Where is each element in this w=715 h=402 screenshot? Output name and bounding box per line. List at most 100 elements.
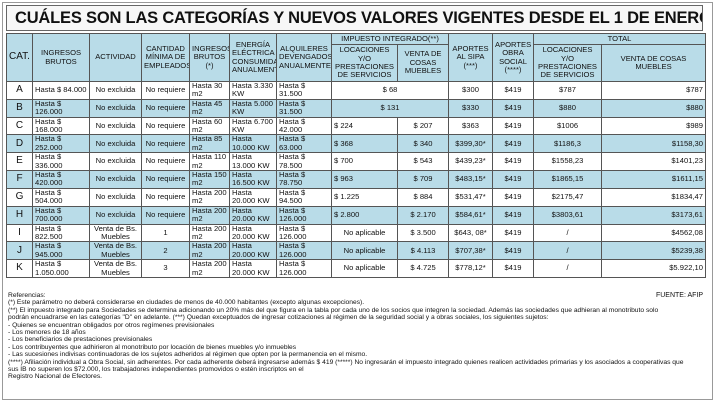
cell-ingresos: Hasta $ 336.000 [32, 152, 90, 172]
cell-sipa: $584,61* [448, 205, 493, 225]
cell-empleados: No requiere [141, 81, 190, 100]
cell-alquileres: Hasta $ 78.750 [276, 170, 332, 189]
table-row: K Hasta $ 1.050.000 Venta de Bs. Muebles… [6, 259, 706, 278]
cell-obra: $419 [492, 241, 534, 261]
cell-obra: $419 [492, 259, 534, 278]
cell-m2: Hasta 30 m2 [189, 81, 230, 100]
cell-ingresos: Hasta $ 504.000 [32, 187, 90, 207]
cell-energia: Hasta 10.000 KW [229, 134, 277, 154]
cell-alquileres: Hasta $ 126.000 [276, 241, 332, 261]
cell-m2: Hasta 60 m2 [189, 116, 230, 136]
cell-ingresos: Hasta $ 126.000 [32, 98, 90, 118]
cell-alquileres: Hasta $ 126.000 [276, 205, 332, 225]
cell-actividad: No excluida [89, 134, 142, 154]
header-empleados: CANTIDAD MÍNIMA DE EMPLEADOS [141, 33, 190, 82]
cell-total-venta: $3173,61 [601, 205, 706, 225]
cell-empleados: No requiere [141, 152, 190, 172]
header-sipa: APORTES AL SIPA (***) [448, 33, 493, 82]
cell-obra: $419 [492, 205, 534, 225]
cell-total-venta: $4562,08 [601, 223, 706, 243]
cell-total-loc: $1558,23 [533, 152, 602, 172]
cell-impuesto-venta: $ 340 [397, 134, 449, 154]
cell-cat: H [6, 205, 33, 225]
cell-empleados: No requiere [141, 205, 190, 225]
cell-actividad: Venta de Bs. Muebles [89, 259, 142, 278]
cell-total-loc: $1186,3 [533, 134, 602, 154]
cell-sipa: $330 [448, 98, 493, 118]
cell-energia: Hasta 20.000 KW [229, 259, 277, 278]
cell-sipa: $778,12* [448, 259, 493, 278]
cell-obra: $419 [492, 98, 534, 118]
cell-actividad: No excluida [89, 187, 142, 207]
cell-impuesto-venta: $ 3.500 [397, 223, 449, 243]
cell-actividad: Venta de Bs. Muebles [89, 241, 142, 261]
cell-m2: Hasta 110 m2 [189, 152, 230, 172]
note-line: (****) Afiliación individual a Obra Soci… [8, 358, 684, 366]
cell-sipa: $483,15* [448, 170, 493, 189]
cell-total-venta: $1158,30 [601, 134, 706, 154]
cell-ingresos: Hasta $ 700.000 [32, 205, 90, 225]
note-line: (*) Este parámetro no deberá considerars… [8, 299, 365, 307]
header-loc-serv: LOCACIONES Y/O PRESTACIONES DE SERVICIOS [331, 44, 398, 82]
cell-energia: Hasta 20.000 KW [229, 187, 277, 207]
cell-alquileres: Hasta $ 31.500 [276, 81, 332, 100]
cell-impuesto-venta: $ 543 [397, 152, 449, 172]
cell-m2: Hasta 200 m2 [189, 259, 230, 278]
cell-energia: Hasta 13.000 KW [229, 152, 277, 172]
cell-impuesto-loc: $ 700 [331, 152, 398, 172]
cell-impuesto-loc: No aplicable [331, 223, 398, 243]
cell-ingresos: Hasta $ 822.500 [32, 223, 90, 243]
cell-m2: Hasta 45 m2 [189, 98, 230, 118]
cell-actividad: No excluida [89, 98, 142, 118]
cell-impuesto-venta: $ 4.725 [397, 259, 449, 278]
note-line: - Los menores de 18 años [8, 329, 86, 337]
cell-sipa: $707,38* [448, 241, 493, 261]
cell-m2: Hasta 85 m2 [189, 134, 230, 154]
table-row: F Hasta $ 420.000 No excluida No requier… [6, 170, 706, 189]
cell-ingresos: Hasta $ 252.000 [32, 134, 90, 154]
cell-energia: Hasta 20.000 KW [229, 241, 277, 261]
cell-obra: $419 [492, 223, 534, 243]
note-line: - Los contribuyentes que adhirieron al m… [8, 343, 297, 351]
cell-cat: D [6, 134, 33, 154]
cell-empleados: 3 [141, 259, 190, 278]
cell-energia: Hasta 20.000 KW [229, 205, 277, 225]
cell-alquileres: Hasta $ 42.000 [276, 116, 332, 136]
header-energia: ENERGÍA ELÉCTRICA CONSUMIDA ANUALMENTE [229, 33, 277, 82]
cell-energia: Hasta 16.500 KW [229, 170, 277, 189]
cell-total-loc: $787 [533, 81, 602, 100]
header-total: TOTAL [533, 33, 706, 45]
cell-total-loc: $1006 [533, 116, 602, 136]
table-row: J Hasta $ 945.000 Venta de Bs. Muebles 2… [6, 241, 706, 261]
cell-total-venta: $880 [601, 98, 706, 118]
note-line: - Los beneficiarios de prestaciones prev… [8, 336, 153, 344]
cell-actividad: Venta de Bs. Muebles [89, 223, 142, 243]
cell-cat: K [6, 259, 33, 278]
cell-impuesto-venta: $ 4.113 [397, 241, 449, 261]
cell-total-loc: $1865,15 [533, 170, 602, 189]
cell-impuesto-loc: $ 224 [331, 116, 398, 136]
cell-impuesto-venta: $ 2.170 [397, 205, 449, 225]
cell-alquileres: Hasta $ 78.500 [276, 152, 332, 172]
cell-m2: Hasta 150 m2 [189, 170, 230, 189]
table-row: B Hasta $ 126.000 No excluida No requier… [6, 98, 706, 118]
cell-ingresos: Hasta $ 420.000 [32, 170, 90, 189]
cell-obra: $419 [492, 152, 534, 172]
cell-cat: J [6, 241, 33, 261]
cell-impuesto: $ 131 [331, 98, 449, 118]
cell-total-loc: / [533, 259, 602, 278]
cell-impuesto-venta: $ 884 [397, 187, 449, 207]
table-row: G Hasta $ 504.000 No excluida No requier… [6, 187, 706, 207]
cell-alquileres: Hasta $ 94.500 [276, 187, 332, 207]
cell-ingresos: Hasta $ 945.000 [32, 241, 90, 261]
note-line: podrán encuadrarse en las categorías "D"… [8, 314, 549, 322]
note-line: (**) El impuesto integrado para Sociedad… [8, 306, 659, 314]
cell-actividad: No excluida [89, 205, 142, 225]
cell-ingresos: Hasta $ 84.000 [32, 81, 90, 100]
table-row: A Hasta $ 84.000 No excluida No requiere… [6, 81, 706, 100]
table-row: H Hasta $ 700.000 No excluida No requier… [6, 205, 706, 225]
cell-empleados: 2 [141, 241, 190, 261]
source-credit: FUENTE: AFIP [655, 292, 703, 299]
table-row: I Hasta $ 822.500 Venta de Bs. Muebles 1… [6, 223, 706, 243]
cell-obra: $419 [492, 116, 534, 136]
